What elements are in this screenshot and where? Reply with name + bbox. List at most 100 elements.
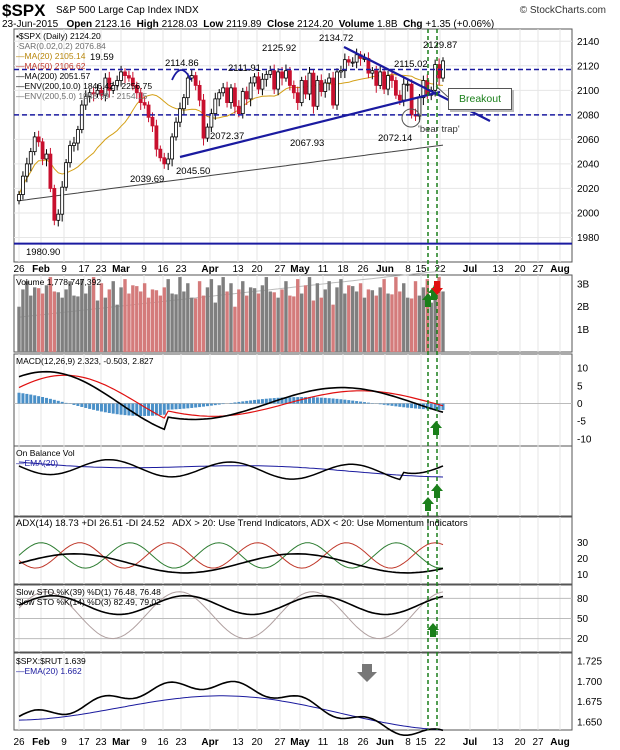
volume-bar [358, 283, 363, 352]
candle-body [87, 92, 92, 97]
y-tick-label: -5 [577, 417, 586, 428]
candle-body [150, 116, 155, 127]
x-tick-label: 9 [61, 264, 67, 275]
macd-histogram-bar [115, 403, 119, 415]
di-plus-line [18, 542, 443, 569]
y-tick-label: 1.675 [577, 697, 602, 708]
price-legend: ▪$SPX (Daily) 2124.20 ·SAR(0.02,0.2) 2076… [16, 31, 152, 101]
x-tick-label: 26 [13, 264, 25, 275]
x-tick-label: Mar [112, 264, 130, 275]
candle-body [138, 92, 143, 103]
macd-histogram-bar [123, 403, 127, 416]
macd-histogram-bar [402, 403, 406, 408]
candle-body [68, 145, 72, 164]
x-tick-label: 15 [415, 264, 427, 275]
up-arrow-green [422, 497, 434, 511]
volume-bar [229, 283, 233, 352]
x-tick-label: 16 [157, 737, 169, 748]
volume-bar [123, 279, 127, 352]
up-arrow-green [427, 623, 439, 637]
macd-histogram-bar [56, 400, 60, 404]
macd-histogram-bar [229, 402, 233, 404]
candle-body [276, 71, 281, 90]
volume-legend: Volume 1,778,747,392 [16, 277, 102, 287]
x-tick-label: 13 [492, 737, 504, 748]
annotation-2134-72: 2134.72 [319, 33, 354, 44]
slow-sto-line [18, 594, 444, 616]
volume-bar [315, 283, 320, 352]
annotation-2129-87: 2129.87 [423, 40, 458, 51]
candle-body [72, 142, 76, 146]
candle-body [284, 70, 288, 79]
macd-histogram-bar [96, 403, 100, 411]
y-tick-label: 80 [577, 594, 589, 605]
x-tick-label: 20 [514, 737, 526, 748]
volume-bar [303, 285, 308, 352]
macd-histogram-bar [441, 403, 445, 410]
volume-bar [60, 297, 64, 352]
volume-bar [339, 279, 343, 352]
x-tick-label: 15 [415, 737, 427, 748]
price-legend-item: —ENV(200,10.0) 1846.42 - 2256.75 [16, 81, 153, 91]
macd-histogram-bar [76, 403, 80, 406]
x-tick-label: 23 [175, 264, 187, 275]
candle-body [213, 98, 218, 115]
volume-bar [280, 289, 284, 352]
volume-bar [331, 304, 335, 352]
bear-trap-circle [401, 108, 421, 128]
volume-bar [233, 306, 237, 352]
macd-histogram-bar [150, 403, 154, 416]
rising-trendline [179, 90, 441, 159]
x-tick-label: 27 [532, 737, 544, 748]
volume-bar [56, 292, 60, 352]
candle-body [107, 77, 112, 91]
volume-bar [398, 291, 402, 352]
candle-body [79, 104, 84, 130]
candle-body [405, 83, 410, 86]
price-panel-frame [13, 28, 573, 263]
macd-histogram-bar [241, 401, 245, 404]
volume-bar [44, 285, 49, 352]
candle-body [201, 99, 206, 139]
candle-body [158, 148, 163, 159]
volume-bar [276, 297, 280, 352]
candle-body [315, 80, 320, 107]
volume-bar [64, 289, 68, 352]
x-tick-label: Apr [201, 264, 218, 275]
volume-bar [48, 277, 53, 352]
x-tick-label: 18 [337, 264, 349, 275]
candle-body [433, 64, 438, 91]
y-tick-label: 1B [577, 325, 590, 336]
candle-body [205, 126, 210, 139]
volume-bar [197, 281, 202, 352]
macd-histogram-bar [260, 399, 264, 404]
candle-body [240, 91, 245, 115]
candle-body [185, 77, 190, 99]
macd-histogram-bar [304, 397, 308, 404]
volume-bar [311, 300, 316, 352]
macd-histogram-bar [119, 403, 123, 415]
x-tick-label: 8 [405, 264, 411, 275]
volume-bar [84, 293, 88, 352]
volume-bar [205, 287, 210, 352]
candle-body [307, 72, 312, 95]
volume-bar [52, 291, 57, 352]
obv-legend: On Balance Vol —EMA(20) [16, 448, 75, 468]
candle-body [291, 85, 296, 94]
volume-bar [40, 293, 45, 352]
macd-histogram-bar [166, 403, 170, 410]
x-tick-label: 13 [232, 737, 244, 748]
candle-body [236, 105, 241, 115]
macd-histogram-bar [221, 403, 225, 405]
volume-bar [343, 293, 347, 352]
x-tick-label: Jul [463, 737, 478, 748]
volume-bar [72, 295, 76, 352]
volume-bar [260, 285, 265, 352]
candle-body [170, 136, 175, 160]
candle-body [342, 59, 347, 72]
macd-histogram-bar [284, 397, 288, 404]
x-tick-label: 18 [337, 737, 349, 748]
candle-body [217, 92, 222, 100]
volume-bar [413, 281, 418, 352]
sto-legend: Slow STO %K(39) %D(1) 76.48, 76.48 Slow S… [16, 587, 161, 607]
